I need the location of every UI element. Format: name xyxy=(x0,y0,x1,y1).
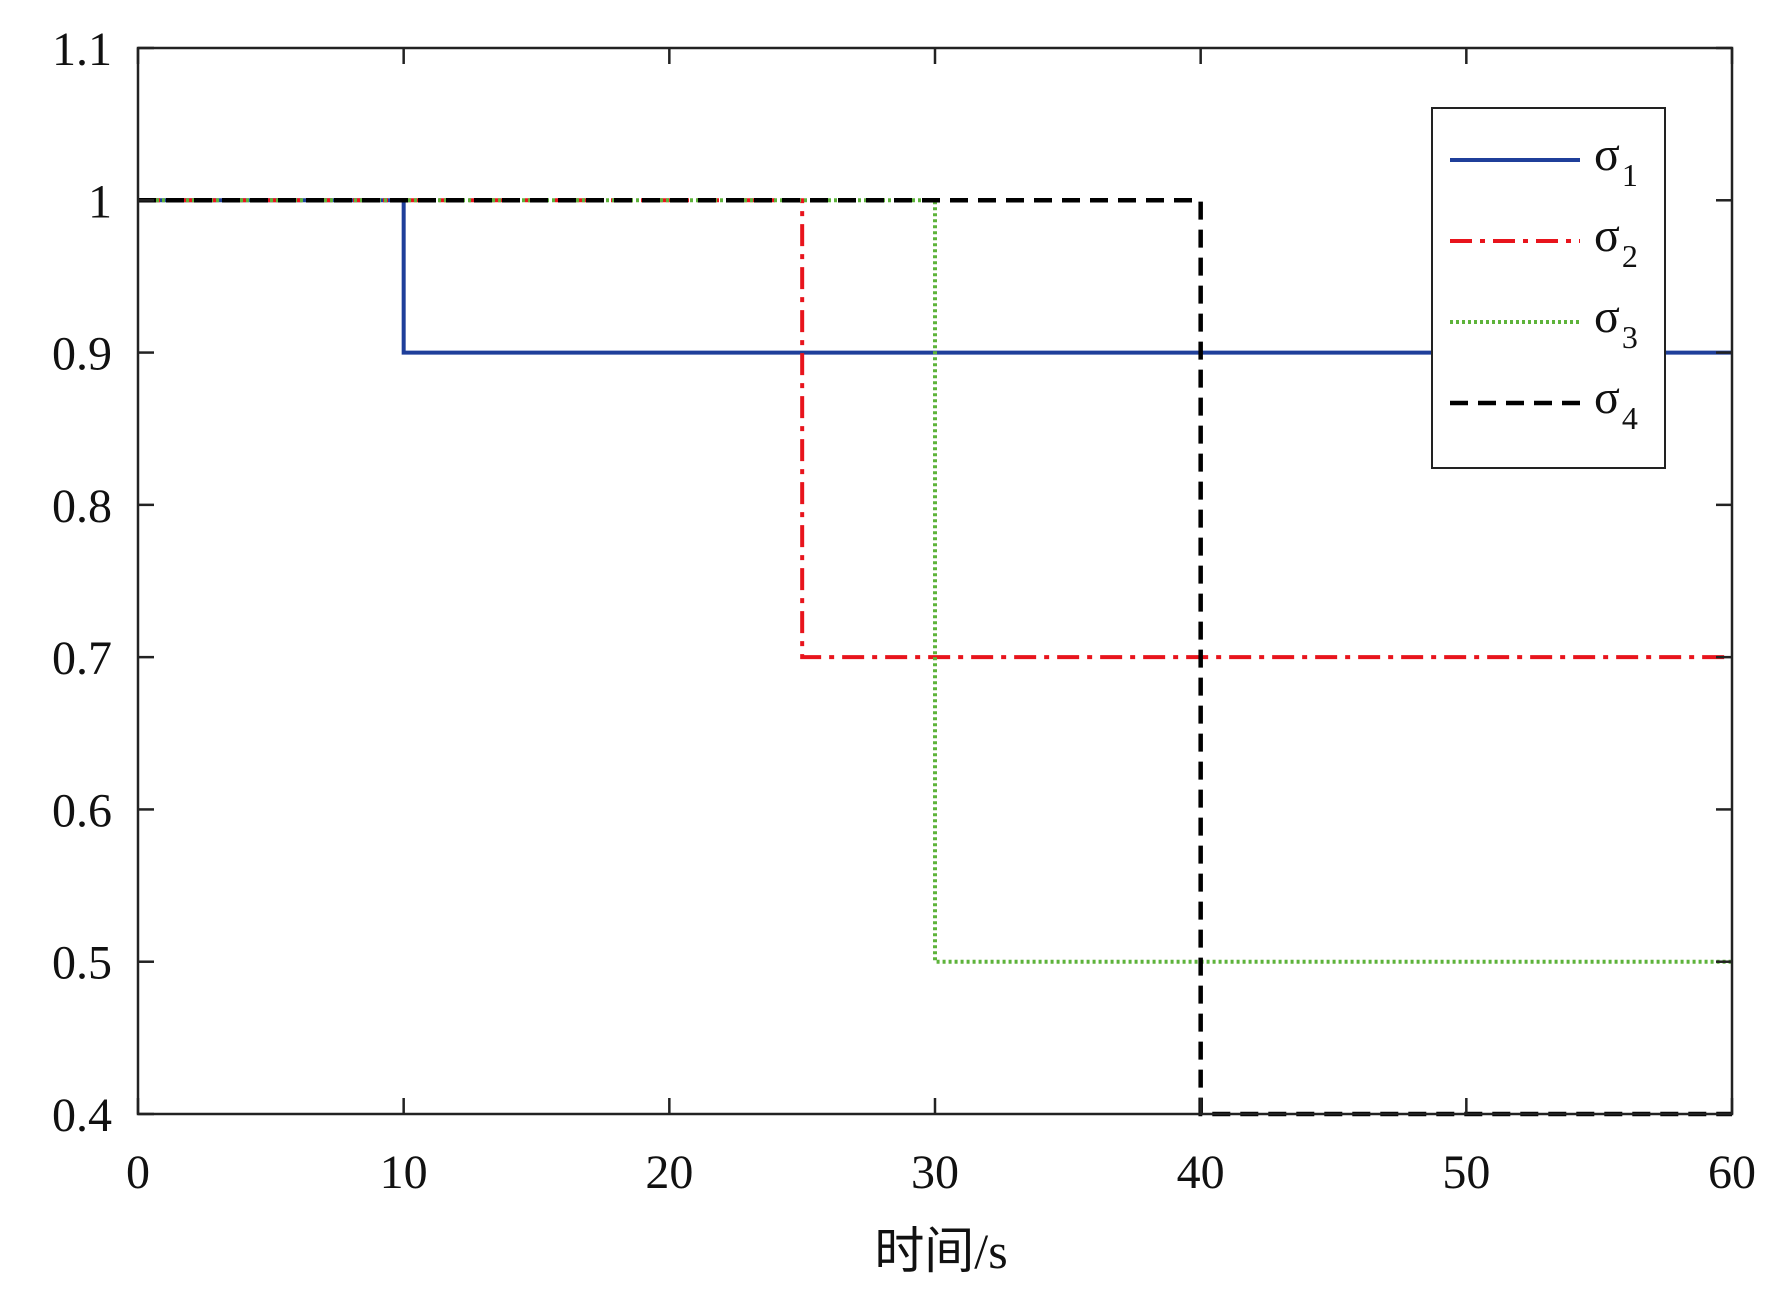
legend-label-1: σ1 xyxy=(1594,128,1638,193)
x-tick-label: 20 xyxy=(645,1146,693,1199)
x-tick-label: 0 xyxy=(126,1146,150,1199)
y-tick-label: 0.4 xyxy=(52,1089,112,1142)
x-tick-label: 60 xyxy=(1708,1146,1756,1199)
legend-label-base: σ xyxy=(1594,128,1620,181)
y-tick-label: 0.5 xyxy=(52,937,112,990)
y-tick-label: 0.7 xyxy=(52,632,112,685)
legend-label-2: σ2 xyxy=(1594,209,1638,274)
y-tick-label: 1 xyxy=(88,175,112,228)
y-tick-label: 0.9 xyxy=(52,328,112,381)
legend-label-subscript: 1 xyxy=(1622,157,1638,193)
x-tick-label: 40 xyxy=(1177,1146,1225,1199)
y-tick-label: 1.1 xyxy=(52,23,112,76)
x-axis-label: 时间/s xyxy=(874,1223,1007,1279)
legend-label-base: σ xyxy=(1594,290,1620,343)
y-tick-label: 0.6 xyxy=(52,784,112,837)
legend-label-base: σ xyxy=(1594,371,1620,424)
x-tick-label: 50 xyxy=(1442,1146,1490,1199)
y-axis-tick-labels: 0.4 0.5 0.6 0.7 0.8 0.9 1 1.1 xyxy=(52,23,112,1142)
legend-label-subscript: 4 xyxy=(1622,400,1638,436)
x-tick-label: 30 xyxy=(911,1146,959,1199)
legend-label-subscript: 2 xyxy=(1622,238,1638,274)
x-axis-tick-labels: 0 10 20 30 40 50 60 xyxy=(126,1146,1756,1199)
legend-label-3: σ3 xyxy=(1594,290,1638,355)
legend-label-4: σ4 xyxy=(1594,371,1638,436)
legend-box xyxy=(1431,107,1666,469)
y-tick-label: 0.8 xyxy=(52,480,112,533)
axis-ticks xyxy=(136,46,1734,1116)
legend-label-base: σ xyxy=(1594,209,1620,262)
x-tick-label: 10 xyxy=(380,1146,428,1199)
legend-label-subscript: 3 xyxy=(1622,319,1638,355)
